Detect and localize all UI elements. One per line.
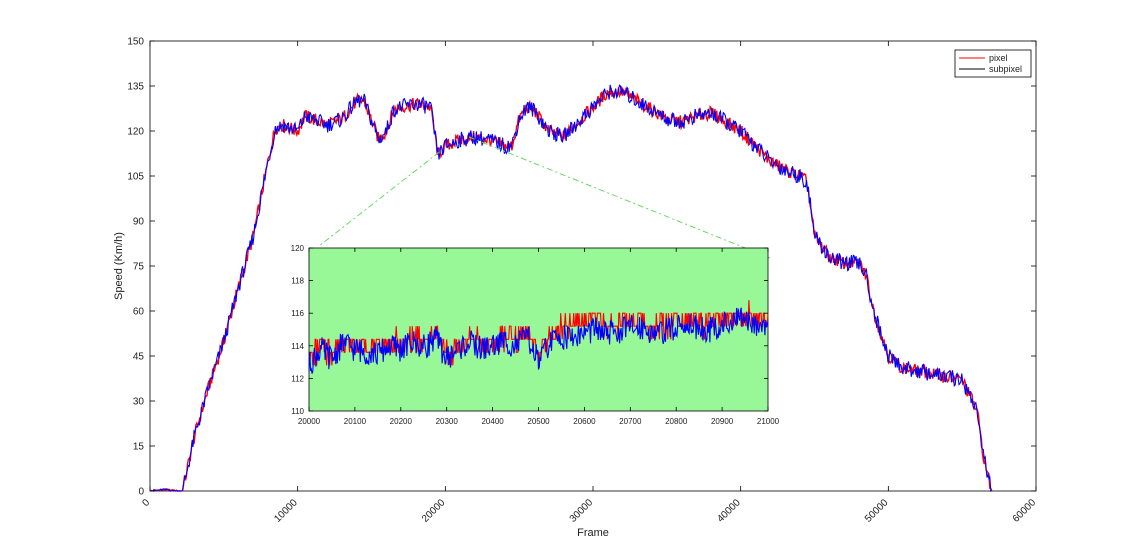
inset-x-tick-label: 20800 — [665, 417, 688, 426]
inset-x-tick-label: 20900 — [711, 417, 734, 426]
inset-x-tick-label: 20500 — [527, 417, 550, 426]
main-y-tick-label: 105 — [127, 172, 144, 183]
main-y-tick-label: 90 — [133, 217, 145, 228]
inset-x-tick-label: 20600 — [573, 417, 596, 426]
inset-y-tick-label: 112 — [291, 374, 304, 383]
main-x-axis-label: Frame — [577, 527, 609, 539]
inset-x-tick-label: 20400 — [481, 417, 504, 426]
main-y-tick-label: 60 — [133, 307, 145, 318]
inset-y-tick-label: 118 — [291, 277, 304, 286]
main-y-axis-label: Speed (Km/h) — [113, 232, 125, 300]
inset-series-pixel — [309, 300, 769, 366]
inset-x-tick-label: 20200 — [390, 417, 413, 426]
inset-x-tick-label: 20000 — [298, 417, 321, 426]
inset-x-tick-label: 21000 — [757, 417, 780, 426]
main-y-tick-label: 75 — [133, 262, 145, 273]
main-y-tick-label: 30 — [133, 397, 145, 408]
legend-label-pixel: pixel — [989, 53, 1008, 63]
legend-box — [954, 49, 1032, 78]
inset-x-tick-label: 20100 — [344, 417, 367, 426]
inset-y-tick-label: 110 — [291, 407, 304, 416]
main-series-subpixel — [150, 84, 993, 492]
inset-y-tick-label: 114 — [291, 342, 304, 351]
main-y-tick-label: 135 — [127, 82, 144, 93]
inset-y-tick-label: 116 — [291, 309, 304, 318]
main-y-tick-label: 120 — [127, 127, 144, 138]
inset-series-subpixel — [308, 307, 769, 374]
inset-y-tick-label: 120 — [291, 244, 305, 253]
main-y-tick-label: 45 — [133, 352, 145, 363]
main-y-tick-label: 150 — [127, 37, 144, 48]
inset-x-tick-label: 20700 — [619, 417, 642, 426]
zoom-connector-right — [468, 136, 771, 259]
main-y-tick-label: 0 — [138, 487, 144, 498]
main-y-tick-label: 15 — [133, 442, 145, 453]
zoom-connector-left — [318, 151, 440, 247]
inset-x-tick-label: 20300 — [436, 417, 459, 426]
legend-label-subpixel: subpixel — [989, 64, 1022, 74]
